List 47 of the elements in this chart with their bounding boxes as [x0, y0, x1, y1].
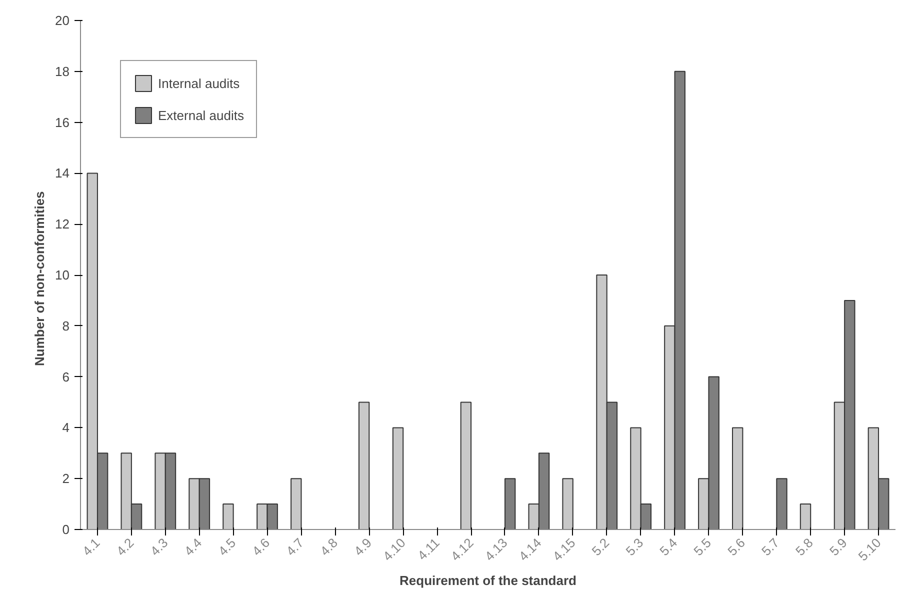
x-tick-label: 4.14 [516, 535, 544, 564]
y-tick-label: 2 [62, 471, 70, 486]
x-tick-label: 4.3 [147, 535, 171, 559]
x-tick-label: 4.2 [113, 535, 137, 559]
x-tick-label: 4.7 [283, 535, 307, 559]
x-tick-label: 4.10 [380, 535, 408, 564]
x-axis-title: Requirement of the standard [400, 572, 577, 588]
y-tick-label: 16 [55, 114, 70, 130]
x-tick-label: 4.15 [550, 535, 578, 564]
x-tick-label: 5.10 [855, 535, 884, 564]
bar [222, 504, 234, 530]
y-tick-label: 4 [62, 420, 70, 436]
bar [800, 504, 812, 530]
x-tick-label: 4.9 [351, 535, 374, 559]
legend-label: External audits [158, 108, 244, 122]
x-tick-label: 5.3 [622, 535, 646, 559]
x-tick-label: 4.11 [414, 535, 442, 564]
x-tick-label: 4.6 [249, 535, 273, 559]
x-tick-label: 4.4 [181, 535, 205, 559]
x-tick-label: 5.7 [758, 535, 782, 559]
x-tick-label: 5.9 [826, 535, 850, 559]
bar [562, 478, 574, 530]
y-tick-label: 20 [55, 13, 70, 28]
bar [290, 478, 302, 530]
bar [460, 402, 472, 530]
bar [358, 402, 370, 530]
x-tick-label: 4.13 [482, 535, 510, 564]
y-tick-label: 18 [55, 64, 70, 79]
bar [732, 427, 744, 530]
x-tick-label: 5.4 [656, 535, 680, 559]
x-tick-label: 5.6 [724, 535, 748, 559]
x-tick-label: 4.1 [79, 535, 103, 559]
x-tick-label: 5.2 [588, 535, 612, 559]
x-tick-label: 4.5 [215, 535, 239, 559]
x-tick-label: 4.8 [317, 535, 340, 559]
y-tick-label: 14 [55, 166, 70, 181]
x-tick-label: 5.5 [690, 535, 714, 559]
y-tick-label: 6 [62, 369, 70, 384]
y-tick-label: 12 [55, 216, 70, 232]
y-axis-title: Number of non-conformities [32, 191, 48, 366]
legend-label: Internal audits [158, 76, 240, 90]
bar [392, 427, 404, 530]
x-tick-label: 4.12 [448, 535, 476, 564]
y-tick-label: 8 [62, 318, 70, 334]
y-tick-label: 0 [62, 522, 70, 537]
x-tick-label: 5.8 [792, 535, 816, 559]
y-tick-label: 10 [55, 268, 70, 282]
